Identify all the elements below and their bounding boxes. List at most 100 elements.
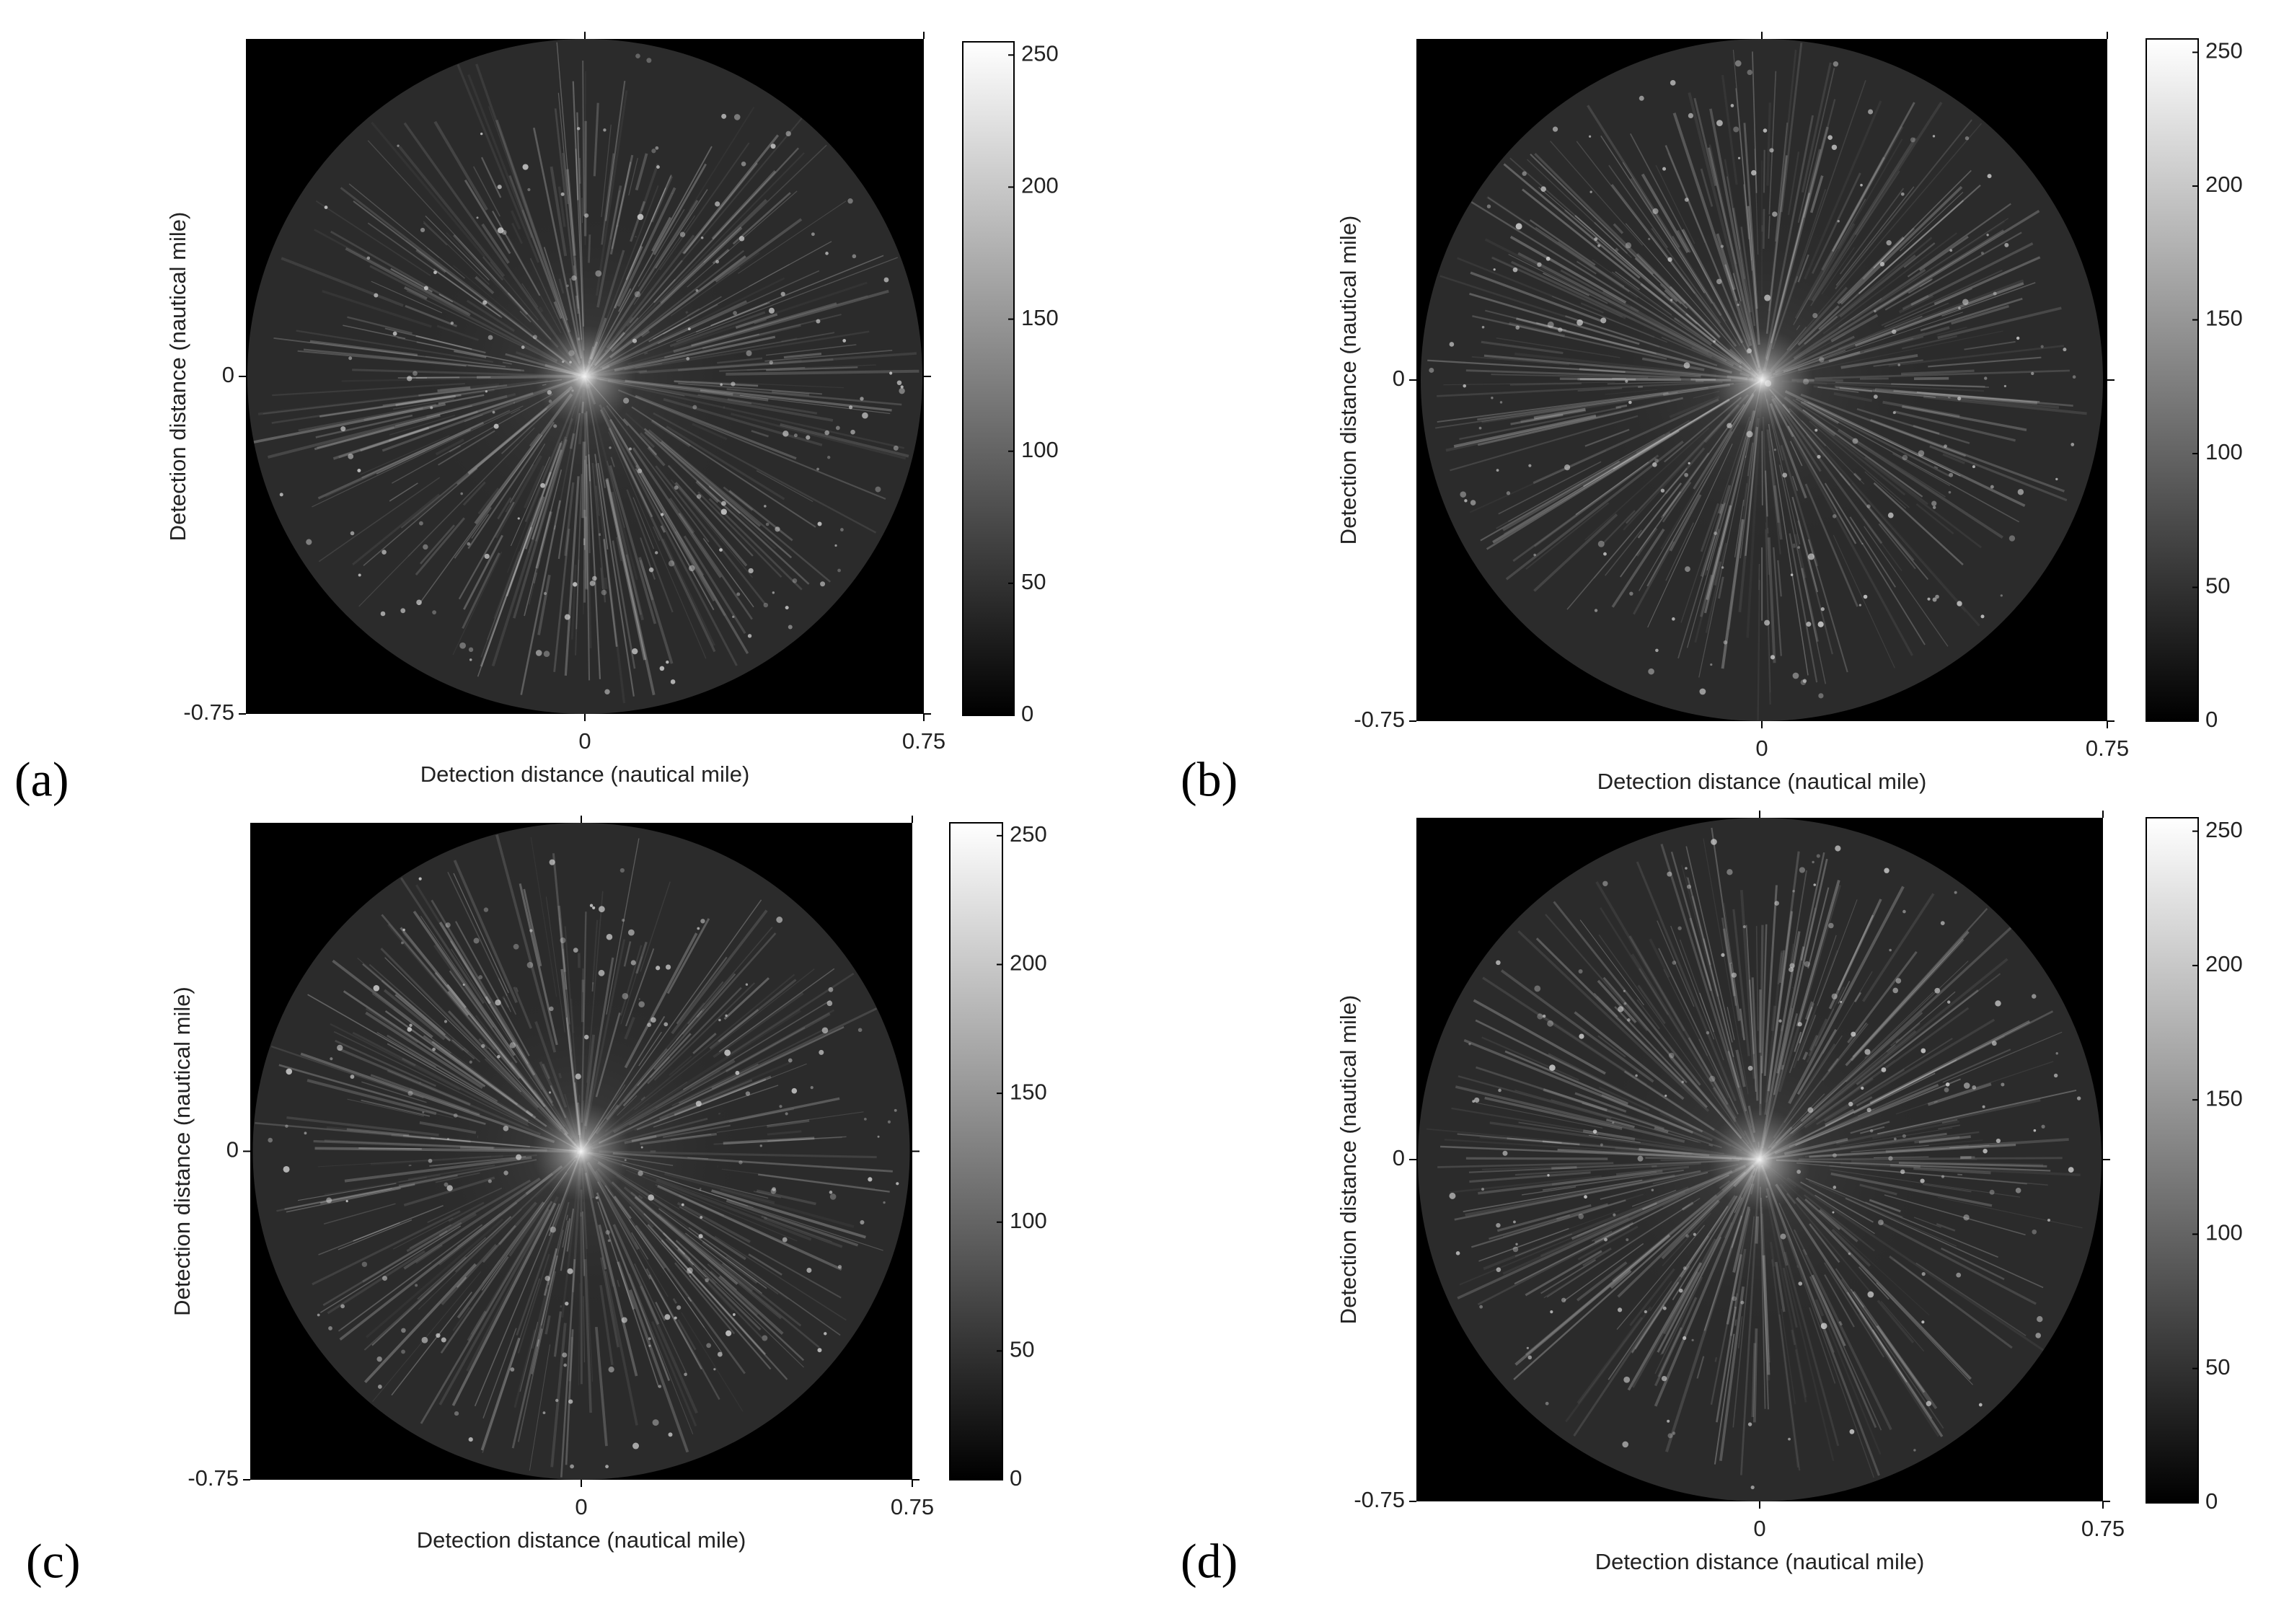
echo-streak: [400, 877, 485, 1005]
echo-dot: [1747, 1422, 1752, 1426]
echo-dot: [444, 1020, 448, 1023]
echo-dot: [747, 634, 752, 638]
echo-dot: [1540, 186, 1546, 193]
echo-streak: [687, 1297, 692, 1302]
echo-dot: [1496, 1222, 1501, 1228]
echo-dot: [1478, 426, 1482, 430]
echo-dot: [842, 339, 847, 343]
echo-streak: [568, 1336, 573, 1382]
echo-dot: [736, 592, 741, 596]
echo-streak: [347, 316, 413, 335]
echo-dot: [1594, 609, 1598, 612]
echo-dot: [759, 1144, 762, 1147]
echo-dot: [2040, 345, 2044, 348]
echo-streak: [372, 1271, 482, 1402]
echo-streak: [533, 572, 538, 584]
echo-dot: [326, 1197, 332, 1204]
echo-dot: [713, 1368, 716, 1371]
echo-dot: [632, 648, 638, 655]
echo-streak: [1854, 101, 1943, 236]
echo-dot: [837, 568, 841, 573]
echo-streak: [361, 1081, 427, 1103]
echo-streak: [748, 1253, 782, 1276]
echo-dot: [785, 131, 791, 137]
echo-dot: [2041, 1124, 2045, 1129]
colorbar-tick-label: 200: [1010, 950, 1047, 976]
echo-streak: [523, 888, 542, 966]
echo-dot: [635, 53, 640, 58]
echo-dot: [285, 1124, 288, 1128]
echo-dot: [2053, 1073, 2058, 1078]
echo-streak: [628, 157, 638, 196]
echo-streak: [682, 973, 736, 1036]
echo-dot: [1528, 464, 1532, 467]
echo-dot: [1537, 262, 1542, 268]
echo-dot: [1932, 597, 1937, 602]
echo-dot: [406, 376, 413, 381]
echo-dot: [484, 553, 490, 560]
echo-dot: [1984, 376, 1988, 380]
x-tick-label: 0.75: [2081, 1516, 2125, 1541]
echo-dot: [542, 1411, 546, 1415]
echo-dot: [1806, 622, 1812, 627]
echo-dot: [1817, 621, 1824, 627]
echo-dot: [732, 1313, 736, 1316]
echo-dot: [1789, 967, 1794, 972]
echo-streak: [601, 124, 612, 218]
echo-dot: [1731, 972, 1737, 978]
radar-center: [417, 987, 746, 1316]
echo-streak: [529, 1344, 551, 1471]
echo-dot: [619, 868, 625, 873]
echo-dot: [684, 1372, 687, 1377]
echo-dot: [1991, 1041, 1997, 1046]
echo-streak: [1636, 527, 1658, 557]
echo-streak: [715, 218, 803, 283]
echo-streak: [552, 853, 568, 990]
echo-dot: [1886, 239, 1892, 246]
echo-streak: [640, 537, 656, 580]
echo-streak: [1533, 513, 1618, 592]
echo-streak: [530, 837, 557, 997]
echo-streak: [781, 337, 798, 343]
echo-dot: [1941, 1175, 1945, 1178]
echo-dot: [1964, 136, 1970, 141]
colorbar-tick-label: 100: [2205, 439, 2243, 464]
echo-dot: [2047, 1219, 2050, 1222]
echo-streak: [1807, 887, 1830, 968]
colorbar-tick-label: 200: [1021, 173, 1059, 198]
echo-streak: [1890, 1038, 1900, 1046]
x-tick-label: 0: [578, 728, 591, 754]
echo-streak: [1577, 1316, 1644, 1404]
echo-dot: [834, 544, 837, 547]
echo-dot: [720, 508, 727, 515]
echo-dot: [407, 1027, 413, 1032]
echo-dot: [1604, 1237, 1608, 1242]
echo-streak: [1837, 914, 1874, 991]
echo-dot: [604, 689, 610, 695]
echo-dot: [656, 966, 661, 971]
echo-dot: [1863, 594, 1868, 599]
echo-dot: [374, 293, 379, 298]
echo-streak: [753, 1191, 781, 1199]
echo-streak: [322, 290, 432, 328]
colorbar-tick-label: 0: [1021, 701, 1033, 726]
echo-dot: [1963, 1214, 1970, 1221]
echo-streak: [1817, 899, 1858, 1006]
echo-dot: [1949, 249, 1953, 252]
echo-dot: [1716, 120, 1723, 127]
echo-streak: [1518, 1121, 1599, 1136]
echo-dot: [495, 999, 501, 1006]
echo-dot: [658, 1385, 662, 1388]
echo-streak: [728, 252, 760, 275]
echo-streak: [746, 364, 876, 371]
echo-streak: [1480, 460, 1620, 542]
echo-dot: [738, 236, 745, 242]
echo-dot: [1597, 540, 1605, 547]
echo-dot: [1812, 860, 1814, 864]
echo-dot: [1481, 1188, 1485, 1191]
echo-dot: [1662, 167, 1667, 171]
y-tick-label: -0.75: [183, 700, 234, 725]
echo-dot: [726, 1330, 732, 1336]
echo-dot: [1667, 871, 1672, 877]
echo-dot: [1932, 506, 1936, 509]
